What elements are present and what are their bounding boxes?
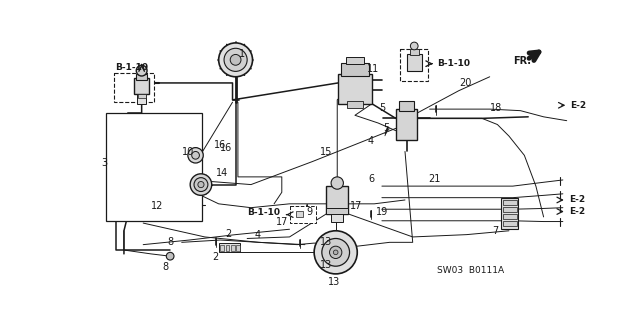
Text: 9: 9: [307, 206, 312, 217]
Circle shape: [410, 42, 418, 50]
Circle shape: [198, 182, 204, 188]
Text: 13: 13: [320, 260, 333, 271]
Circle shape: [314, 231, 357, 274]
Text: 14: 14: [216, 168, 228, 178]
Text: 13: 13: [320, 237, 333, 247]
Bar: [225, 245, 230, 251]
Bar: [220, 245, 224, 251]
Text: 16: 16: [214, 139, 227, 150]
Text: 20: 20: [459, 78, 471, 88]
Text: 6: 6: [368, 174, 374, 184]
Circle shape: [188, 148, 204, 163]
Bar: [410, 49, 419, 55]
Text: 21: 21: [428, 174, 440, 184]
Bar: [399, 101, 414, 111]
Circle shape: [322, 239, 349, 266]
Circle shape: [166, 252, 174, 260]
Text: 18: 18: [490, 103, 502, 113]
Bar: [137, 94, 147, 105]
Bar: [396, 109, 417, 140]
Bar: [136, 74, 147, 80]
Text: 13: 13: [328, 277, 340, 286]
Text: 15: 15: [320, 147, 333, 157]
Bar: [341, 63, 369, 76]
Bar: [326, 186, 348, 214]
Text: 5: 5: [383, 123, 390, 133]
Text: 17: 17: [349, 201, 362, 211]
Text: B-1-10: B-1-10: [437, 59, 470, 68]
Bar: [406, 54, 422, 70]
Bar: [338, 74, 372, 104]
Bar: [106, 113, 202, 221]
Text: 1: 1: [239, 49, 245, 59]
Text: E-2: E-2: [570, 101, 587, 110]
Text: SW03  B0111A: SW03 B0111A: [437, 266, 504, 275]
Circle shape: [219, 43, 253, 77]
Bar: [138, 94, 145, 98]
Bar: [326, 208, 348, 214]
Text: FR.: FR.: [513, 56, 531, 66]
Text: B-1-10: B-1-10: [115, 63, 148, 72]
Text: 17: 17: [276, 217, 288, 226]
Bar: [503, 221, 516, 226]
Bar: [231, 245, 235, 251]
Text: 8: 8: [167, 237, 173, 247]
Circle shape: [194, 178, 208, 191]
Bar: [236, 245, 240, 251]
Text: 3: 3: [102, 158, 108, 168]
Bar: [503, 207, 516, 212]
Bar: [401, 49, 428, 81]
Text: 10: 10: [182, 147, 194, 157]
Text: 12: 12: [151, 201, 163, 211]
Text: 16: 16: [220, 143, 232, 152]
Bar: [289, 206, 316, 223]
Text: 7: 7: [492, 226, 499, 236]
Text: E-2: E-2: [569, 196, 585, 204]
Bar: [346, 57, 364, 64]
Text: 4: 4: [255, 230, 261, 241]
Text: 2: 2: [212, 252, 219, 262]
Circle shape: [230, 55, 241, 65]
Bar: [134, 78, 149, 94]
Bar: [219, 243, 240, 252]
Text: 8: 8: [163, 262, 168, 272]
Circle shape: [136, 65, 147, 76]
Circle shape: [331, 177, 344, 189]
Circle shape: [224, 48, 247, 71]
Circle shape: [330, 246, 342, 258]
Circle shape: [192, 152, 200, 159]
Bar: [348, 101, 363, 108]
Text: B-1-10: B-1-10: [247, 208, 280, 217]
Circle shape: [190, 174, 212, 195]
Bar: [503, 214, 516, 219]
Bar: [296, 211, 303, 217]
Bar: [331, 212, 344, 221]
Circle shape: [333, 250, 338, 255]
Text: 19: 19: [376, 206, 388, 217]
Bar: [114, 73, 154, 102]
Text: 5: 5: [380, 103, 386, 113]
Text: 4: 4: [368, 137, 374, 146]
Bar: [503, 200, 516, 205]
Bar: [501, 198, 518, 229]
Text: 11: 11: [367, 64, 379, 74]
Text: 2: 2: [225, 229, 231, 239]
Text: E-2: E-2: [569, 207, 585, 216]
